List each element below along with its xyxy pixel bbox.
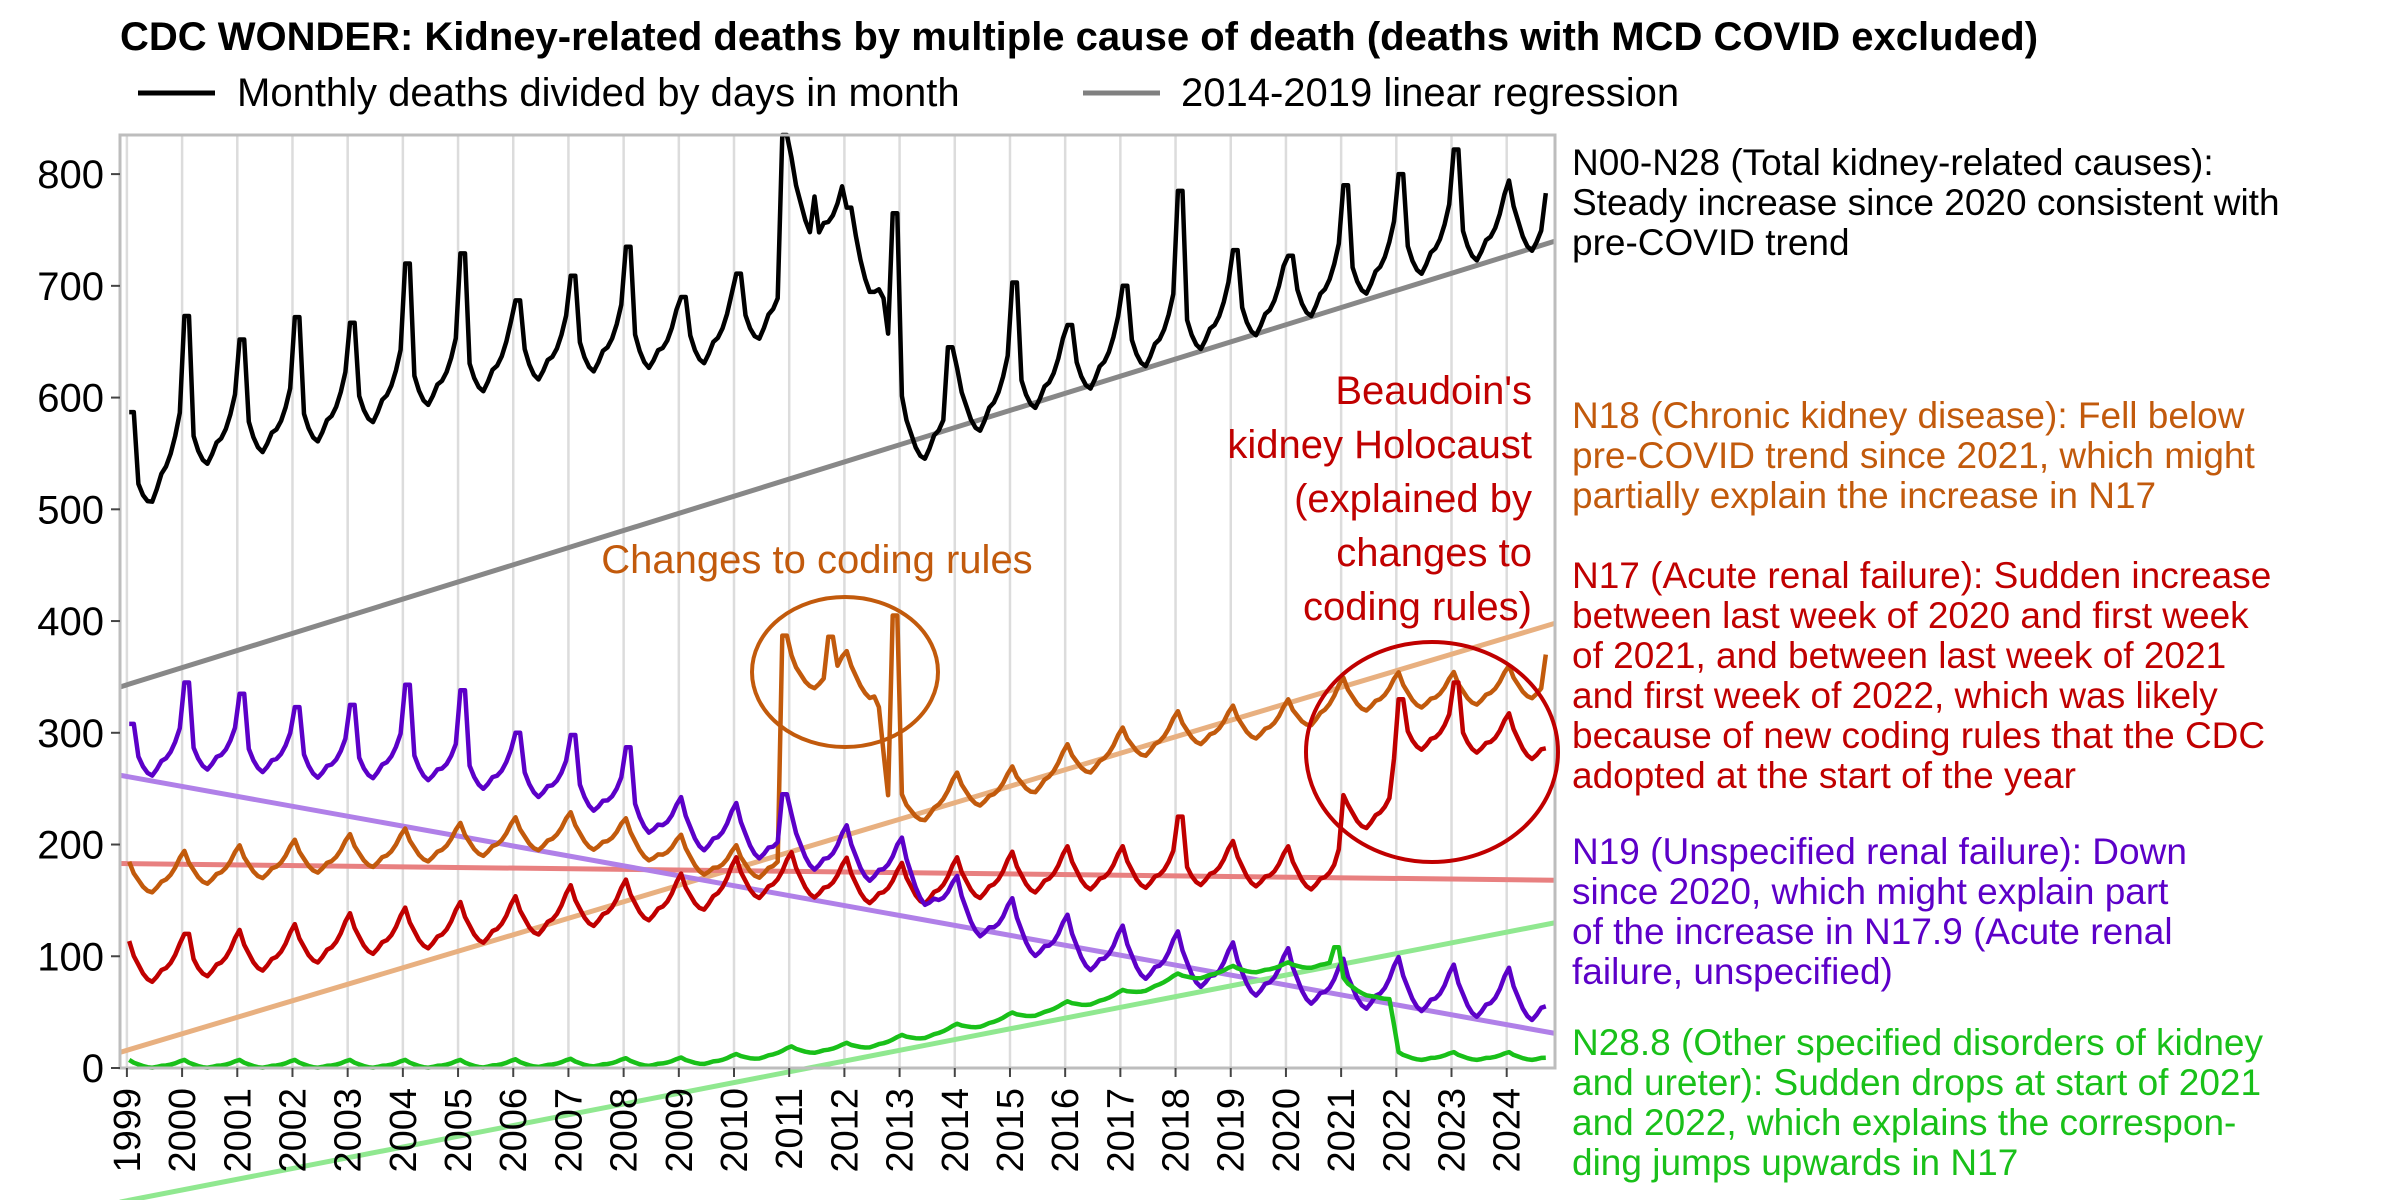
x-tick-label-2000: 2000 <box>162 1088 204 1173</box>
holocaust-line-4: changes to <box>1336 531 1532 575</box>
note-n18-line-2: pre-COVID trend since 2021, which might <box>1572 435 2255 476</box>
legend-label-regression: 2014-2019 linear regression <box>1181 71 1679 115</box>
trend-line-n18 <box>119 620 1556 1055</box>
x-tick-label-2010: 2010 <box>714 1088 756 1173</box>
note-n288-line-4: ding jumps upwards in N17 <box>1572 1142 2018 1183</box>
x-tick-label-2015: 2015 <box>990 1088 1032 1173</box>
note-n17-line-2: between last week of 2020 and first week <box>1572 595 2249 636</box>
note-n19-line-4: failure, unspecified) <box>1572 951 1893 992</box>
x-tick-label-2014: 2014 <box>935 1088 977 1173</box>
annotation-ellipse-changes <box>750 595 940 749</box>
x-tick-label-2009: 2009 <box>659 1088 701 1173</box>
x-tick-label-2024: 2024 <box>1487 1088 1529 1173</box>
note-n19-line-3: of the increase in N17.9 (Acute renal <box>1572 911 2173 952</box>
note-n18-line-3: partially explain the increase in N17 <box>1572 475 2156 516</box>
trend-line-n288 <box>119 920 1556 1200</box>
note-n17-line-3: of 2021, and between last week of 2021 <box>1572 635 2226 676</box>
note-n288-line-1: N28.8 (Other specified disorders of kidn… <box>1572 1022 2264 1063</box>
x-tick-label-2008: 2008 <box>604 1088 646 1173</box>
holocaust-line-3: (explained by <box>1294 477 1532 521</box>
x-tick-label-2011: 2011 <box>769 1088 811 1170</box>
holocaust-line-2: kidney Holocaust <box>1227 423 1532 467</box>
y-tick-label-500: 500 <box>37 488 104 532</box>
x-tick-label-2017: 2017 <box>1100 1088 1142 1173</box>
trend-line-n19 <box>119 772 1556 1036</box>
x-tick-label-2013: 2013 <box>880 1088 922 1173</box>
x-tick-label-2022: 2022 <box>1376 1088 1418 1173</box>
note-total-line-2: Steady increase since 2020 consistent wi… <box>1572 182 2280 223</box>
y-tick-label-300: 300 <box>37 712 104 756</box>
y-axis: 0 100 200 300 400 500 600 700 800 <box>37 153 120 1091</box>
x-tick-label-2021: 2021 <box>1321 1088 1363 1173</box>
x-axis: 1999 2000 2001 2002 2003 2004 2005 2006 2007 2008… <box>107 1068 1529 1173</box>
note-n17-line-4: and first week of 2022, which was likely <box>1572 675 2218 716</box>
x-tick-label-2019: 2019 <box>1211 1088 1253 1173</box>
y-tick-label-600: 600 <box>37 377 104 421</box>
y-tick-label-700: 700 <box>37 265 104 309</box>
series-line-n17 <box>127 680 1547 985</box>
y-tick-label-400: 400 <box>37 600 104 644</box>
legend: Monthly deaths divided by days in month … <box>138 71 1679 115</box>
y-tick-label-100: 100 <box>37 935 104 979</box>
x-tick-label-2007: 2007 <box>548 1088 590 1173</box>
x-tick-label-2020: 2020 <box>1266 1088 1308 1173</box>
y-tick-label-0: 0 <box>82 1047 104 1091</box>
x-tick-label-2018: 2018 <box>1156 1088 1198 1173</box>
plot-frame <box>118 133 1557 1070</box>
x-tick-label-1999: 1999 <box>107 1088 149 1173</box>
x-tick-label-2006: 2006 <box>493 1088 535 1173</box>
note-n19-line-1: N19 (Unspecified renal failure): Down <box>1572 831 2187 872</box>
x-tick-label-2005: 2005 <box>438 1088 480 1173</box>
annotation-ellipse-holocaust <box>1304 640 1560 864</box>
x-tick-label-2012: 2012 <box>824 1088 866 1173</box>
note-n288-line-2: and ureter): Sudden drops at start of 20… <box>1572 1062 2261 1103</box>
note-total-line-1: N00-N28 (Total kidney-related causes): <box>1572 142 2214 183</box>
holocaust-line-1: Beaudoin's <box>1335 369 1532 413</box>
y-tick-label-200: 200 <box>37 824 104 868</box>
legend-label-monthly: Monthly deaths divided by days in month <box>237 71 960 115</box>
x-tick-label-2023: 2023 <box>1432 1088 1474 1173</box>
x-tick-label-2003: 2003 <box>328 1088 370 1173</box>
note-n17-line-6: adopted at the start of the year <box>1572 755 2076 796</box>
y-tick-label-800: 800 <box>37 153 104 197</box>
chart-title: CDC WONDER: Kidney-related deaths by mul… <box>120 15 2038 59</box>
annotation-changes-text: Changes to coding rules <box>601 538 1032 582</box>
annotation-changes-coding-rules: Changes to coding rules <box>601 538 1033 749</box>
series-line-total <box>129 132 1549 504</box>
note-n18-line-1: N18 (Chronic kidney disease): Fell below <box>1572 395 2245 436</box>
note-total-line-3: pre-COVID trend <box>1572 222 1850 263</box>
x-tick-label-2002: 2002 <box>272 1088 314 1173</box>
annotation-kidney-holocaust: Beaudoin's kidney Holocaust (explained b… <box>1227 369 1560 864</box>
note-n288-line-3: and 2022, which explains the correspon- <box>1572 1102 2236 1143</box>
note-n19-line-2: since 2020, which might explain part <box>1572 871 2169 912</box>
holocaust-line-5: coding rules) <box>1303 585 1532 629</box>
side-notes: N00-N28 (Total kidney-related causes):St… <box>1572 142 2280 1183</box>
note-n17-line-1: N17 (Acute renal failure): Sudden increa… <box>1572 555 2271 596</box>
x-tick-label-2016: 2016 <box>1045 1088 1087 1173</box>
x-tick-label-2001: 2001 <box>217 1088 259 1173</box>
note-n17-line-5: because of new coding rules that the CDC <box>1572 715 2265 756</box>
x-tick-label-2004: 2004 <box>383 1088 425 1173</box>
trend-line-total <box>119 238 1556 690</box>
series-line-n288 <box>128 945 1546 1070</box>
series-line-n19 <box>129 680 1547 1023</box>
